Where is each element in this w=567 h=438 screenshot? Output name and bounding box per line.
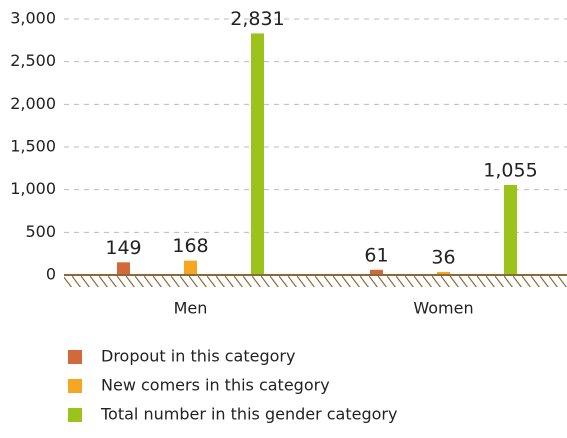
y-tick-label: 2,000 [10,94,56,113]
bar [437,271,450,275]
bar [184,260,197,275]
legend-swatch [68,379,82,393]
ground-hatch [64,275,567,287]
y-tick-label: 2,500 [10,51,56,70]
data-label: 149 [105,237,141,259]
legend-label: Dropout in this category [101,347,295,366]
y-tick-label: 3,000 [10,9,56,28]
legend-label: New comers in this category [101,376,330,395]
bar [370,269,383,275]
legend-swatch [68,350,82,364]
x-tick-label: Men [174,299,208,318]
y-tick-label: 0 [46,265,56,284]
y-tick-label: 1,000 [10,179,56,198]
data-label: 61 [364,244,388,266]
y-tick-label: 500 [25,222,56,241]
legend-label: Total number in this gender category [100,405,397,424]
bar [504,184,517,275]
bar [117,262,130,275]
data-label: 36 [431,246,455,268]
y-tick-label: 1,500 [10,137,56,156]
data-label: 2,831 [230,8,284,30]
x-tick-label: Women [413,299,473,318]
data-label: 1,055 [483,159,537,181]
bar [251,33,264,276]
data-label: 168 [172,235,208,257]
legend-swatch [68,408,82,422]
